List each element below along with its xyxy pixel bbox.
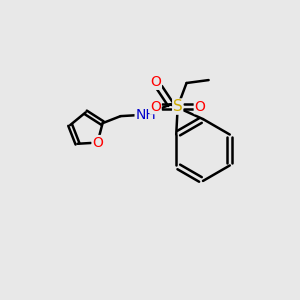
Text: O: O [194, 100, 205, 114]
Text: S: S [173, 99, 183, 114]
Text: O: O [92, 136, 103, 150]
Text: O: O [151, 75, 161, 89]
Text: O: O [150, 100, 161, 114]
Text: NH: NH [135, 108, 156, 122]
